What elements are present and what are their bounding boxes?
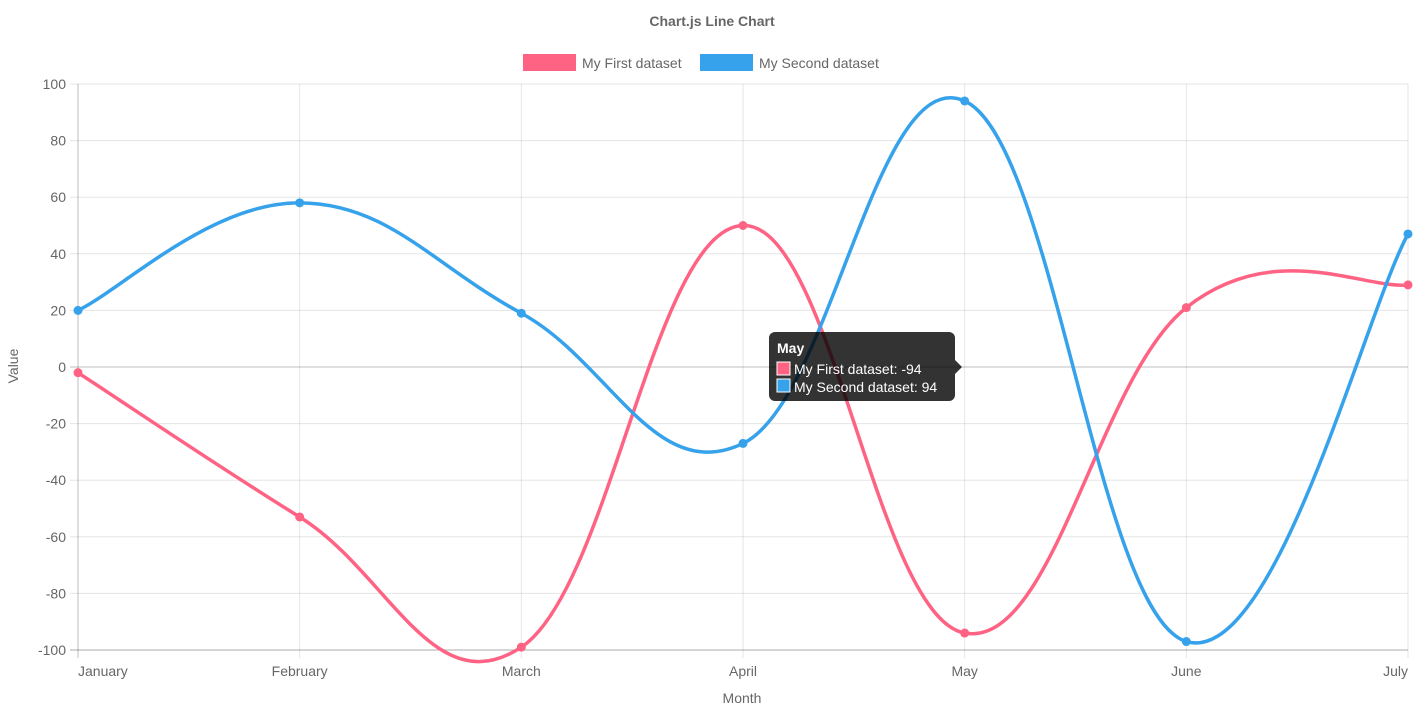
- data-point-series-2[interactable]: [73, 305, 83, 315]
- data-point-series-1[interactable]: [73, 368, 83, 378]
- data-point-series-1[interactable]: [1403, 280, 1413, 290]
- tooltip-box: [769, 332, 955, 401]
- y-tick-label: 80: [50, 133, 66, 149]
- data-points: [73, 96, 1413, 652]
- y-tick-label: -80: [46, 585, 66, 601]
- data-point-series-2[interactable]: [516, 308, 526, 318]
- grid-lines: [70, 83, 1409, 658]
- legend-label-second: My Second dataset: [759, 55, 879, 71]
- y-tick-label: -20: [46, 416, 66, 432]
- y-axis-ticks: 100 80 60 40 20 0 -20 -40 -60 -80 -100: [38, 76, 66, 658]
- y-tick-label: 0: [58, 359, 66, 375]
- tooltip-swatch-second: [776, 378, 791, 393]
- tooltip-line-first: My First dataset: -94: [794, 361, 922, 377]
- series-lines: [76, 96, 1410, 664]
- tooltip-swatch-first: [776, 361, 791, 376]
- y-tick-label: 40: [50, 246, 66, 262]
- data-point-series-2[interactable]: [738, 438, 748, 448]
- x-tick-label: January: [78, 663, 128, 679]
- legend-swatch-second: [700, 54, 753, 71]
- y-tick-label: -60: [46, 529, 66, 545]
- data-point-series-2[interactable]: [1181, 637, 1191, 647]
- data-point-series-2[interactable]: [1403, 229, 1413, 239]
- data-point-series-2[interactable]: [295, 198, 305, 208]
- y-tick-label: 100: [43, 76, 67, 92]
- y-axis-title: Value: [5, 348, 21, 383]
- data-point-series-1[interactable]: [960, 628, 970, 638]
- y-tick-label: -100: [38, 642, 66, 658]
- x-tick-label: March: [502, 663, 541, 679]
- legend-item-second-dataset[interactable]: My Second dataset: [700, 54, 879, 71]
- tooltip-line-second: My Second dataset: 94: [794, 379, 937, 395]
- x-tick-label: July: [1383, 663, 1408, 679]
- tooltip-caret: [955, 360, 962, 374]
- data-point-series-1[interactable]: [1181, 303, 1191, 313]
- x-tick-label: June: [1171, 663, 1202, 679]
- legend-swatch-first: [523, 54, 576, 71]
- data-point-series-2[interactable]: [960, 96, 970, 106]
- tooltip-title: May: [777, 340, 804, 356]
- series-line-1: [76, 223, 1410, 664]
- legend-item-first-dataset[interactable]: My First dataset: [523, 54, 682, 71]
- series-line-2: [76, 96, 1410, 645]
- y-tick-label: 20: [50, 302, 66, 318]
- x-axis-ticks: January February March April May June July: [78, 663, 1408, 679]
- data-point-series-1[interactable]: [295, 512, 305, 522]
- data-point-series-1[interactable]: [738, 221, 748, 230]
- legend: My First dataset My Second dataset: [523, 54, 879, 71]
- x-tick-label: April: [729, 663, 757, 679]
- x-axis-title: Month: [723, 690, 762, 706]
- y-tick-label: 60: [50, 189, 66, 205]
- y-tick-label: -40: [46, 472, 66, 488]
- legend-label-first: My First dataset: [582, 55, 682, 71]
- data-point-series-1[interactable]: [516, 642, 526, 652]
- chart-title: Chart.js Line Chart: [649, 13, 775, 29]
- x-tick-label: February: [272, 663, 328, 679]
- tooltip: May My First dataset: -94 My Second data…: [769, 332, 962, 401]
- x-tick-label: May: [951, 663, 977, 679]
